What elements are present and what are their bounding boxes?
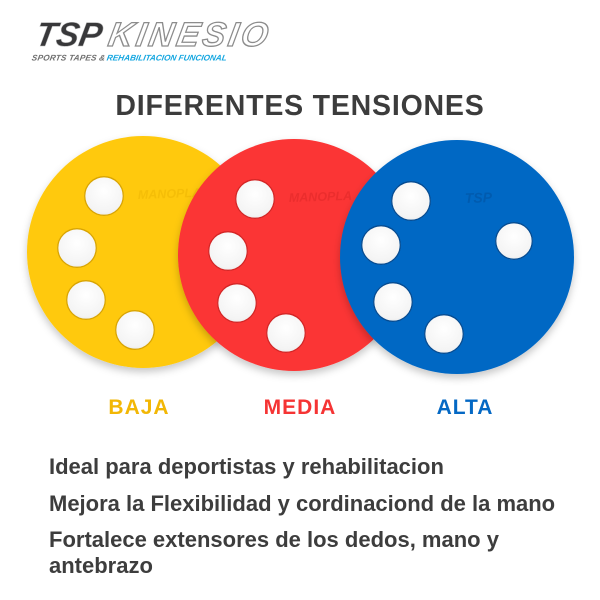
svg-text:MANOPLA: MANOPLA [138,186,202,202]
svg-text:MANOPLA: MANOPLA [289,189,353,205]
svg-text:TSP: TSP [465,189,493,206]
